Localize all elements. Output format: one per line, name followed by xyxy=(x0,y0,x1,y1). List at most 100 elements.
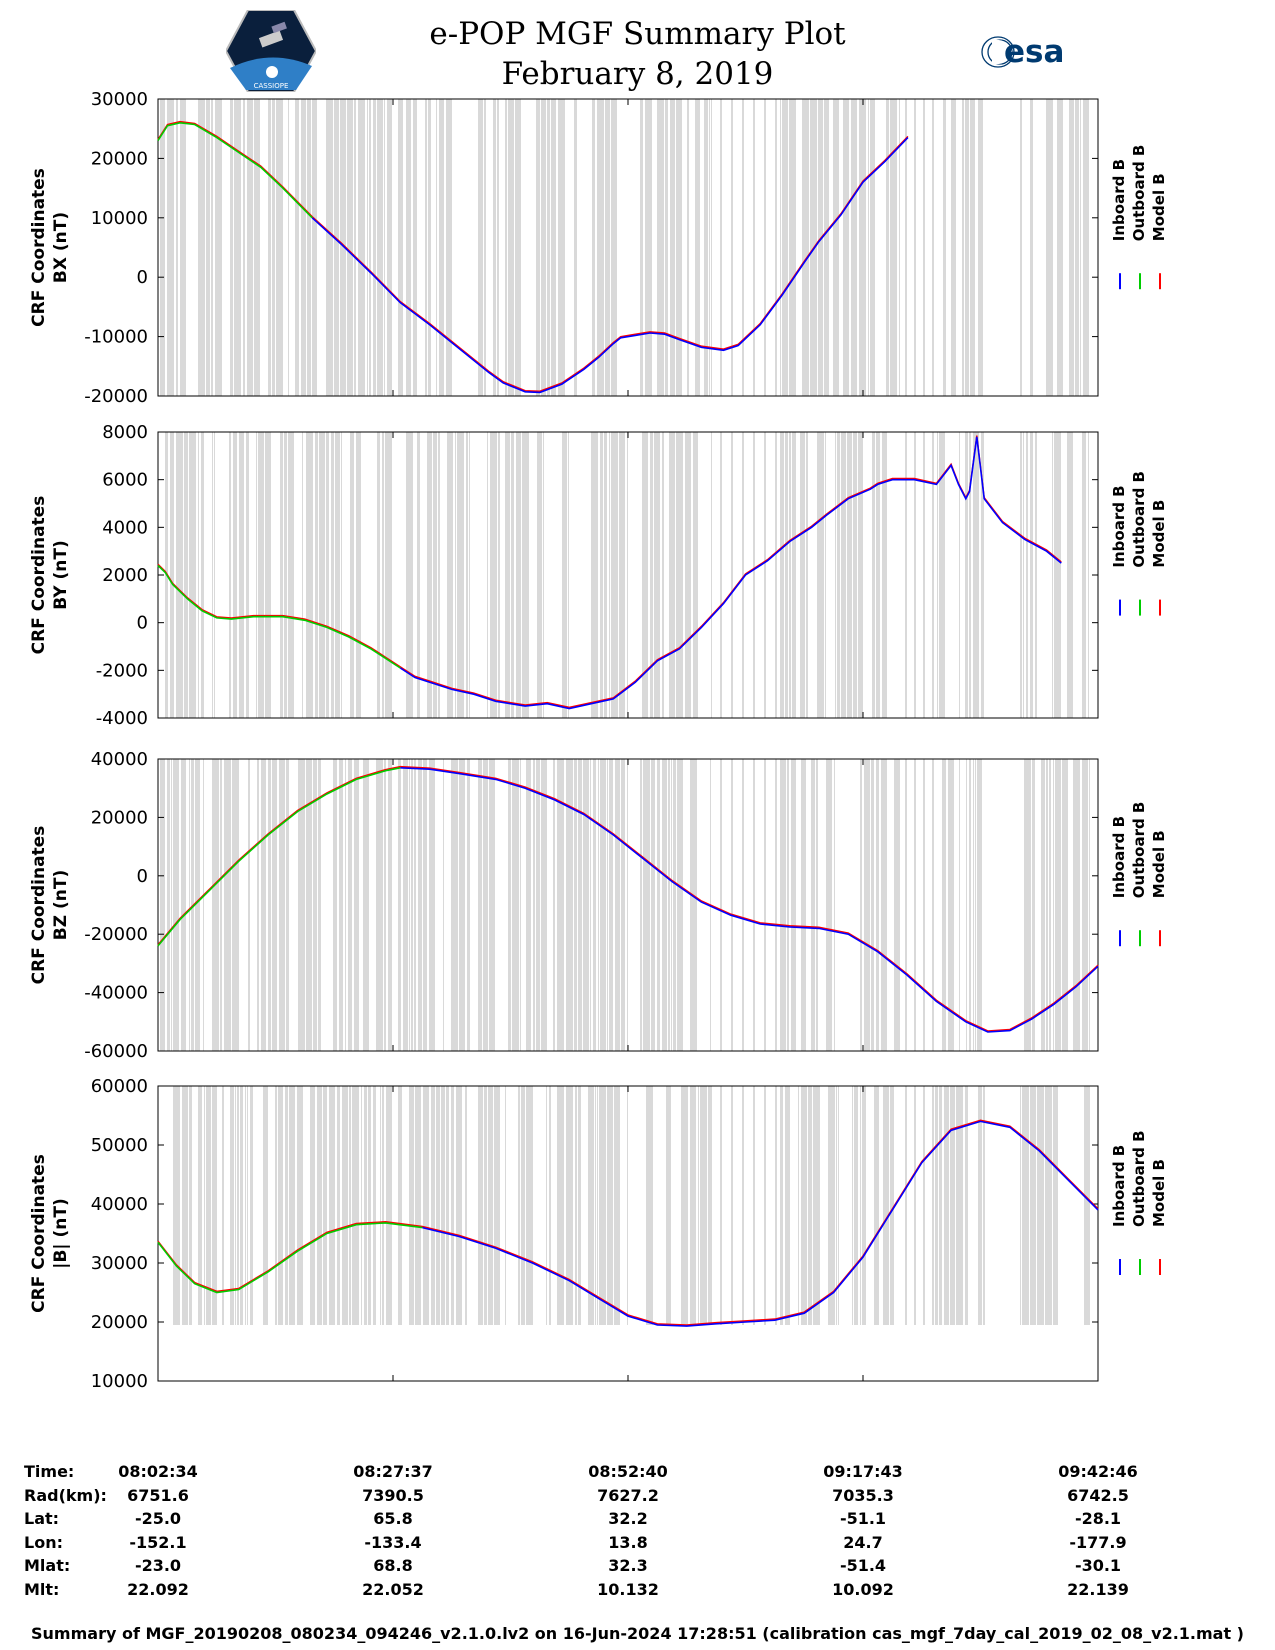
data-gap-band xyxy=(698,1086,699,1325)
data-gap-band xyxy=(235,1086,236,1325)
data-gap-band xyxy=(627,1086,628,1325)
data-gap-band xyxy=(590,759,591,1051)
data-gap-band xyxy=(349,1086,351,1325)
data-gap-band xyxy=(662,759,667,1051)
data-gap-band xyxy=(206,1086,211,1325)
data-gap-band xyxy=(614,1086,620,1325)
data-gap-band xyxy=(551,99,556,396)
data-gap-band xyxy=(428,99,431,396)
data-gap-band xyxy=(627,432,628,718)
data-gap-band xyxy=(456,1086,462,1325)
data-gap-band xyxy=(700,1086,707,1325)
data-gap-band xyxy=(323,1086,327,1325)
data-gap-band xyxy=(607,1086,613,1325)
data-gap-band xyxy=(1082,432,1086,718)
data-gap-band xyxy=(858,432,863,718)
data-gap-band xyxy=(836,1086,837,1325)
data-gap-band xyxy=(557,1086,564,1325)
data-gap-band xyxy=(1053,759,1054,1051)
data-gap-band xyxy=(853,432,857,718)
data-gap-band xyxy=(537,432,542,718)
data-gap-band xyxy=(361,1086,362,1325)
data-gap-band xyxy=(317,1086,322,1325)
data-gap-band xyxy=(693,432,698,718)
data-gap-band xyxy=(615,759,620,1051)
data-gap-band xyxy=(780,99,781,396)
ephemeris-row: Mlt: 22.092 22.052 10.132 10.092 22.139 xyxy=(0,1580,1275,1604)
data-gap-band xyxy=(350,432,354,718)
legend-label: Inboard B xyxy=(1110,485,1128,567)
data-gap-band xyxy=(965,99,969,396)
data-gap-band xyxy=(289,1086,295,1325)
data-gap-band xyxy=(511,432,514,718)
data-gap-band xyxy=(198,1086,202,1325)
ephemeris-value: 22.092 xyxy=(127,1579,189,1599)
data-gap-band xyxy=(195,759,200,1051)
data-gap-band xyxy=(433,432,437,718)
data-gap-band xyxy=(780,432,784,718)
data-gap-band xyxy=(969,759,971,1051)
data-gap-band xyxy=(246,432,249,718)
data-gap-band xyxy=(331,432,334,718)
ephemeris-label: Rad(km): xyxy=(24,1485,107,1505)
data-gap-band xyxy=(160,99,165,396)
data-gap-band xyxy=(720,1086,722,1325)
data-gap-band xyxy=(651,759,655,1051)
data-gap-band xyxy=(557,759,564,1051)
data-gap-band xyxy=(923,99,925,396)
data-gap-band xyxy=(352,1086,359,1325)
data-gap-band xyxy=(654,432,660,718)
data-gap-band xyxy=(860,1086,861,1325)
data-gap-band xyxy=(800,432,805,718)
data-gap-band xyxy=(549,1086,551,1325)
data-gap-band xyxy=(860,759,862,1051)
data-gap-band xyxy=(876,432,880,718)
data-gap-band xyxy=(484,1086,487,1325)
data-gap-band xyxy=(665,99,668,396)
data-gap-band xyxy=(951,99,956,396)
data-gap-band xyxy=(230,1086,234,1325)
data-gap-band xyxy=(212,432,213,718)
data-gap-band xyxy=(932,432,934,718)
data-gap-band xyxy=(847,432,852,718)
data-gap-band xyxy=(469,432,470,718)
data-gap-band xyxy=(802,99,809,396)
model-b-series xyxy=(157,765,1099,1032)
data-gap-band xyxy=(333,759,337,1051)
data-gap-band xyxy=(1030,432,1033,718)
data-gap-band xyxy=(801,759,806,1051)
summary-footer: Summary of MGF_20190208_080234_094246_v2… xyxy=(31,1624,1244,1643)
data-gap-band xyxy=(1084,1086,1090,1325)
data-gap-band xyxy=(676,432,683,718)
data-gap-band xyxy=(780,759,786,1051)
ephemeris-value: 7035.3 xyxy=(832,1485,894,1505)
data-gap-band xyxy=(398,759,401,1051)
data-gap-band xyxy=(811,759,815,1051)
data-gap-band xyxy=(1024,759,1031,1051)
data-gap-band xyxy=(828,1086,835,1325)
y-tick-label: 0 xyxy=(137,267,148,288)
data-gap-band xyxy=(597,99,604,396)
y-axis-label-line2: |B| (nT) xyxy=(51,1198,71,1269)
data-gap-band xyxy=(709,99,710,396)
data-gap-band xyxy=(459,759,465,1051)
y-tick-label: 40000 xyxy=(91,1194,148,1215)
data-gap-band xyxy=(1037,1086,1044,1325)
data-gap-band xyxy=(578,1086,581,1325)
data-gap-band xyxy=(245,1086,246,1325)
data-gap-band xyxy=(364,1086,367,1325)
data-gap-band xyxy=(890,1086,894,1325)
data-gap-band xyxy=(1052,432,1053,718)
data-gap-band xyxy=(789,99,796,396)
data-gap-band xyxy=(731,99,733,396)
data-gap-band xyxy=(248,759,250,1051)
data-gap-band xyxy=(592,99,595,396)
data-gap-band xyxy=(1045,1086,1052,1325)
ephemeris-value: 08:02:34 xyxy=(118,1462,198,1481)
data-gap-band xyxy=(801,1086,807,1325)
data-gap-band xyxy=(536,759,540,1051)
data-gap-band xyxy=(447,432,453,718)
outboard-b-series xyxy=(157,121,313,219)
data-gap-band xyxy=(403,759,408,1051)
data-gap-band xyxy=(775,99,777,396)
